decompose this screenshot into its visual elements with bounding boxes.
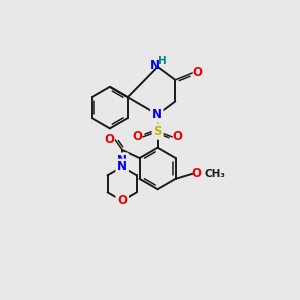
Text: O: O <box>117 194 127 207</box>
Text: S: S <box>153 125 162 138</box>
Text: N: N <box>152 108 162 121</box>
Text: N: N <box>117 160 127 173</box>
Text: O: O <box>133 130 142 143</box>
Text: H: H <box>158 56 167 66</box>
Text: CH₃: CH₃ <box>205 169 226 179</box>
Text: N: N <box>117 154 127 167</box>
Text: O: O <box>192 167 202 180</box>
Text: N: N <box>150 59 160 72</box>
Text: O: O <box>105 133 115 146</box>
Text: O: O <box>172 130 183 143</box>
Text: O: O <box>193 67 202 80</box>
